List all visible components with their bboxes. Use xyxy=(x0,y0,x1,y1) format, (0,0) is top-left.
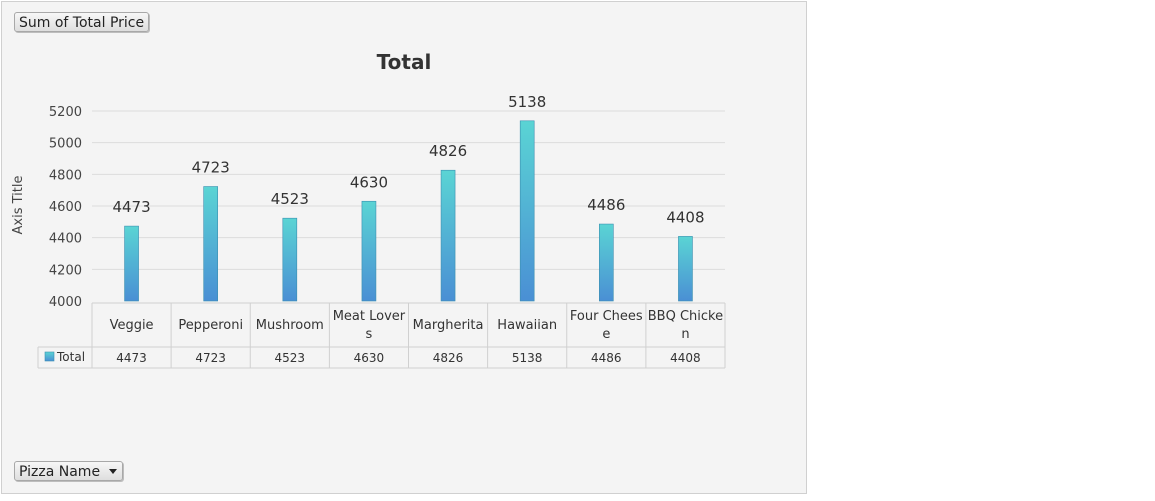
y-tick-label: 4800 xyxy=(49,168,82,183)
table-value: 4473 xyxy=(116,351,147,365)
bar xyxy=(440,169,456,302)
data-label: 4523 xyxy=(271,190,309,208)
data-label: 4723 xyxy=(192,159,230,177)
bar xyxy=(678,236,693,302)
x-tick-label: Veggie xyxy=(110,318,154,333)
bar xyxy=(203,186,218,302)
data-label: 5138 xyxy=(508,93,546,111)
bar xyxy=(124,225,139,302)
value-field-button[interactable]: Sum of Total Price xyxy=(14,12,150,32)
y-tick-label: 4600 xyxy=(49,200,82,215)
bars xyxy=(124,120,693,302)
bar xyxy=(519,120,535,302)
y-tick-label: 4200 xyxy=(49,263,82,278)
x-tick-label: n xyxy=(681,327,689,342)
gridlines xyxy=(92,110,725,270)
x-tick-label: Hawaiian xyxy=(497,318,557,333)
bar xyxy=(599,223,614,302)
y-axis-title: Axis Title xyxy=(11,176,26,235)
chart-title: Total xyxy=(377,50,432,74)
bar xyxy=(282,217,298,302)
axis-field-button[interactable]: Pizza Name xyxy=(14,461,124,481)
y-tick-label: 5200 xyxy=(49,105,82,120)
legend-label: Total xyxy=(56,350,85,364)
data-label: 4486 xyxy=(587,196,625,214)
x-tick-label: Pepperoni xyxy=(178,318,243,333)
table-value: 4523 xyxy=(275,351,306,365)
table-value: 4630 xyxy=(354,351,385,365)
y-axis-ticks: 4000 4200 4400 4600 4800 5000 5200 xyxy=(49,105,82,310)
x-tick-label: e xyxy=(602,327,610,342)
y-tick-label: 5000 xyxy=(49,137,82,152)
legend-swatch xyxy=(44,351,55,362)
bar xyxy=(361,200,377,302)
x-tick-label: Mushroom xyxy=(256,318,324,333)
x-tick-label: Four Chees xyxy=(570,309,643,324)
x-tick-label: Meat Lover xyxy=(333,309,406,324)
chevron-down-icon[interactable] xyxy=(109,469,118,474)
table-value: 4826 xyxy=(433,351,464,365)
table-value: 4408 xyxy=(670,351,701,365)
data-label: 4826 xyxy=(429,142,467,160)
data-label: 4473 xyxy=(112,198,150,216)
data-label: 4630 xyxy=(350,173,388,191)
data-table: Veggie Pepperoni Mushroom Meat Lover s Marghe… xyxy=(37,302,726,369)
x-tick-label: BBQ Chicke xyxy=(648,309,723,324)
data-label: 4408 xyxy=(666,208,704,226)
data-labels: 4473 4723 4523 4630 4826 5138 4486 4408 xyxy=(112,93,704,227)
table-value: 4486 xyxy=(591,351,622,365)
x-tick-label: s xyxy=(366,327,373,342)
y-tick-label: 4400 xyxy=(49,232,82,247)
table-value: 5138 xyxy=(512,351,543,365)
y-tick-label: 4000 xyxy=(49,295,82,310)
axis-field-label: Pizza Name xyxy=(19,464,101,480)
table-value: 4723 xyxy=(195,351,226,365)
x-tick-label: Margherita xyxy=(413,318,484,333)
